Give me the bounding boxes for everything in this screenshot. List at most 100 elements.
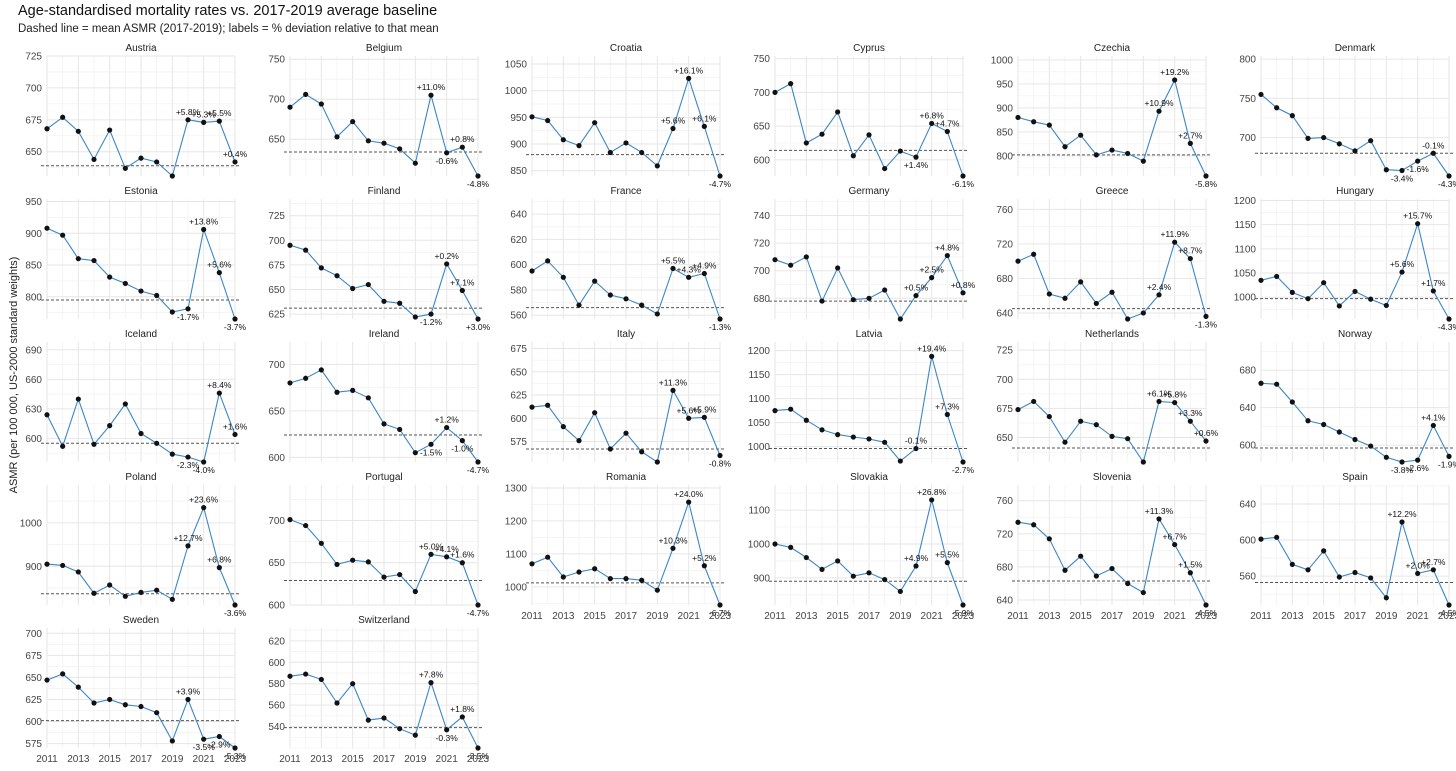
data-point xyxy=(1203,173,1209,179)
deviation-label: +11.9% xyxy=(1160,229,1189,239)
panel-romania: Romania 1000 1100 1200 1300 +10.3% +24.0% +5.2%… xyxy=(505,472,732,622)
y-tick-label: 640 xyxy=(996,308,1013,319)
facet-title: Slovakia xyxy=(850,472,888,483)
deviation-label: +4.3% xyxy=(676,264,701,274)
data-point xyxy=(607,292,613,298)
deviation-label: +5.5% xyxy=(661,255,686,265)
y-tick-label: 1050 xyxy=(505,60,528,71)
x-tick-label: 2023 xyxy=(1438,611,1456,622)
data-point xyxy=(701,414,707,420)
data-point xyxy=(1015,519,1021,525)
data-point xyxy=(623,140,629,146)
deviation-label: +5.8% xyxy=(176,107,201,117)
data-point xyxy=(318,367,324,373)
y-tick-label: 1150 xyxy=(748,370,770,381)
y-tick-label: 600 xyxy=(510,414,527,425)
data-point xyxy=(459,438,465,444)
data-point xyxy=(772,89,778,96)
y-tick-label: 650 xyxy=(25,147,42,158)
deviation-label: +5.3% xyxy=(191,109,216,119)
data-point xyxy=(1258,91,1264,98)
y-tick-label: 700 xyxy=(1239,133,1256,144)
panel-cyprus: Cyprus 600 650 700 750 +1.4% +6.8%+4.7% -6.1% xyxy=(753,43,974,189)
deviation-label: -4.7% xyxy=(467,465,490,475)
data-point xyxy=(1352,288,1358,295)
deviation-label: -6.7% xyxy=(709,608,732,618)
y-tick-label: 950 xyxy=(996,79,1013,90)
deviation-label: -5.3% xyxy=(224,751,247,761)
data-point xyxy=(107,696,113,703)
data-point xyxy=(1399,459,1405,465)
deviation-label: +8.4% xyxy=(207,380,232,390)
data-point xyxy=(475,745,481,751)
y-tick-label: 725 xyxy=(25,52,42,63)
y-tick-label: 650 xyxy=(996,433,1013,444)
deviation-label: +11.3% xyxy=(659,377,688,387)
facet-title: Italy xyxy=(617,329,635,340)
data-point xyxy=(1062,439,1068,445)
deviation-label: +0.4% xyxy=(223,149,248,159)
data-point xyxy=(592,566,598,572)
data-point xyxy=(1015,114,1021,121)
data-point xyxy=(1368,443,1374,449)
deviation-label: -0.6% xyxy=(436,156,459,166)
y-tick-label: 700 xyxy=(753,88,770,99)
facet-title: Estonia xyxy=(124,186,158,197)
data-point xyxy=(1109,433,1115,439)
facet-title: Croatia xyxy=(610,43,643,54)
data-point xyxy=(60,443,66,449)
data-point xyxy=(44,412,50,418)
data-point xyxy=(1258,380,1264,386)
y-tick-label: 720 xyxy=(753,239,770,250)
y-tick-label: 900 xyxy=(996,103,1013,114)
data-point xyxy=(560,424,566,430)
y-tick-label: 675 xyxy=(268,260,285,271)
data-point xyxy=(216,118,222,124)
data-point xyxy=(545,117,551,124)
data-point xyxy=(122,593,128,599)
data-point xyxy=(1305,296,1311,302)
data-point xyxy=(960,290,966,296)
y-tick-label: 750 xyxy=(1239,94,1256,105)
data-point xyxy=(1336,429,1342,435)
data-point xyxy=(1093,422,1099,428)
data-point xyxy=(639,302,645,308)
data-point xyxy=(1446,316,1452,322)
facet-title: Cyprus xyxy=(853,43,885,54)
deviation-label: +5.9% xyxy=(692,404,717,414)
y-tick-label: 950 xyxy=(510,113,527,124)
data-point xyxy=(897,148,903,154)
x-tick-label: 2023 xyxy=(1195,611,1218,622)
data-point xyxy=(1289,289,1295,295)
deviation-label: -1.3% xyxy=(709,322,732,332)
y-tick-label: 700 xyxy=(753,266,770,277)
x-tick-label: 2019 xyxy=(646,611,669,622)
data-point xyxy=(866,570,872,576)
data-point xyxy=(107,423,113,429)
y-tick-label: 580 xyxy=(510,285,527,296)
data-point xyxy=(201,226,207,233)
data-point xyxy=(1187,570,1193,576)
data-point xyxy=(803,417,809,423)
data-point xyxy=(412,160,418,166)
data-point xyxy=(1274,534,1280,540)
data-point xyxy=(1172,77,1178,83)
data-point xyxy=(1415,158,1421,164)
y-tick-label: 900 xyxy=(25,562,42,573)
y-tick-label: 600 xyxy=(268,453,285,464)
y-tick-label: 700 xyxy=(268,360,285,371)
data-point xyxy=(381,298,387,304)
data-point xyxy=(560,274,566,280)
panel-belgium: Belgium 650 700 750 +11.0% -0.6% +0.8% -4.8% xyxy=(268,43,489,189)
deviation-label: -3.5% xyxy=(467,751,490,761)
data-point xyxy=(334,134,340,140)
data-point xyxy=(850,434,856,440)
x-tick-label: 2013 xyxy=(67,754,90,765)
data-point xyxy=(1383,454,1389,460)
data-point xyxy=(1289,399,1295,405)
panel-netherlands: Netherlands 650 675 700 725 +6.1%+5.8% +3.3% +0… xyxy=(996,329,1219,465)
deviation-label: +23.6% xyxy=(189,495,219,505)
y-tick-label: 750 xyxy=(753,54,770,65)
deviation-label: -4.3% xyxy=(1438,322,1456,332)
panel-slovenia: Slovenia 640 680 720 760 +11.3% +6.7% +1.5% -4.5… xyxy=(996,472,1217,622)
